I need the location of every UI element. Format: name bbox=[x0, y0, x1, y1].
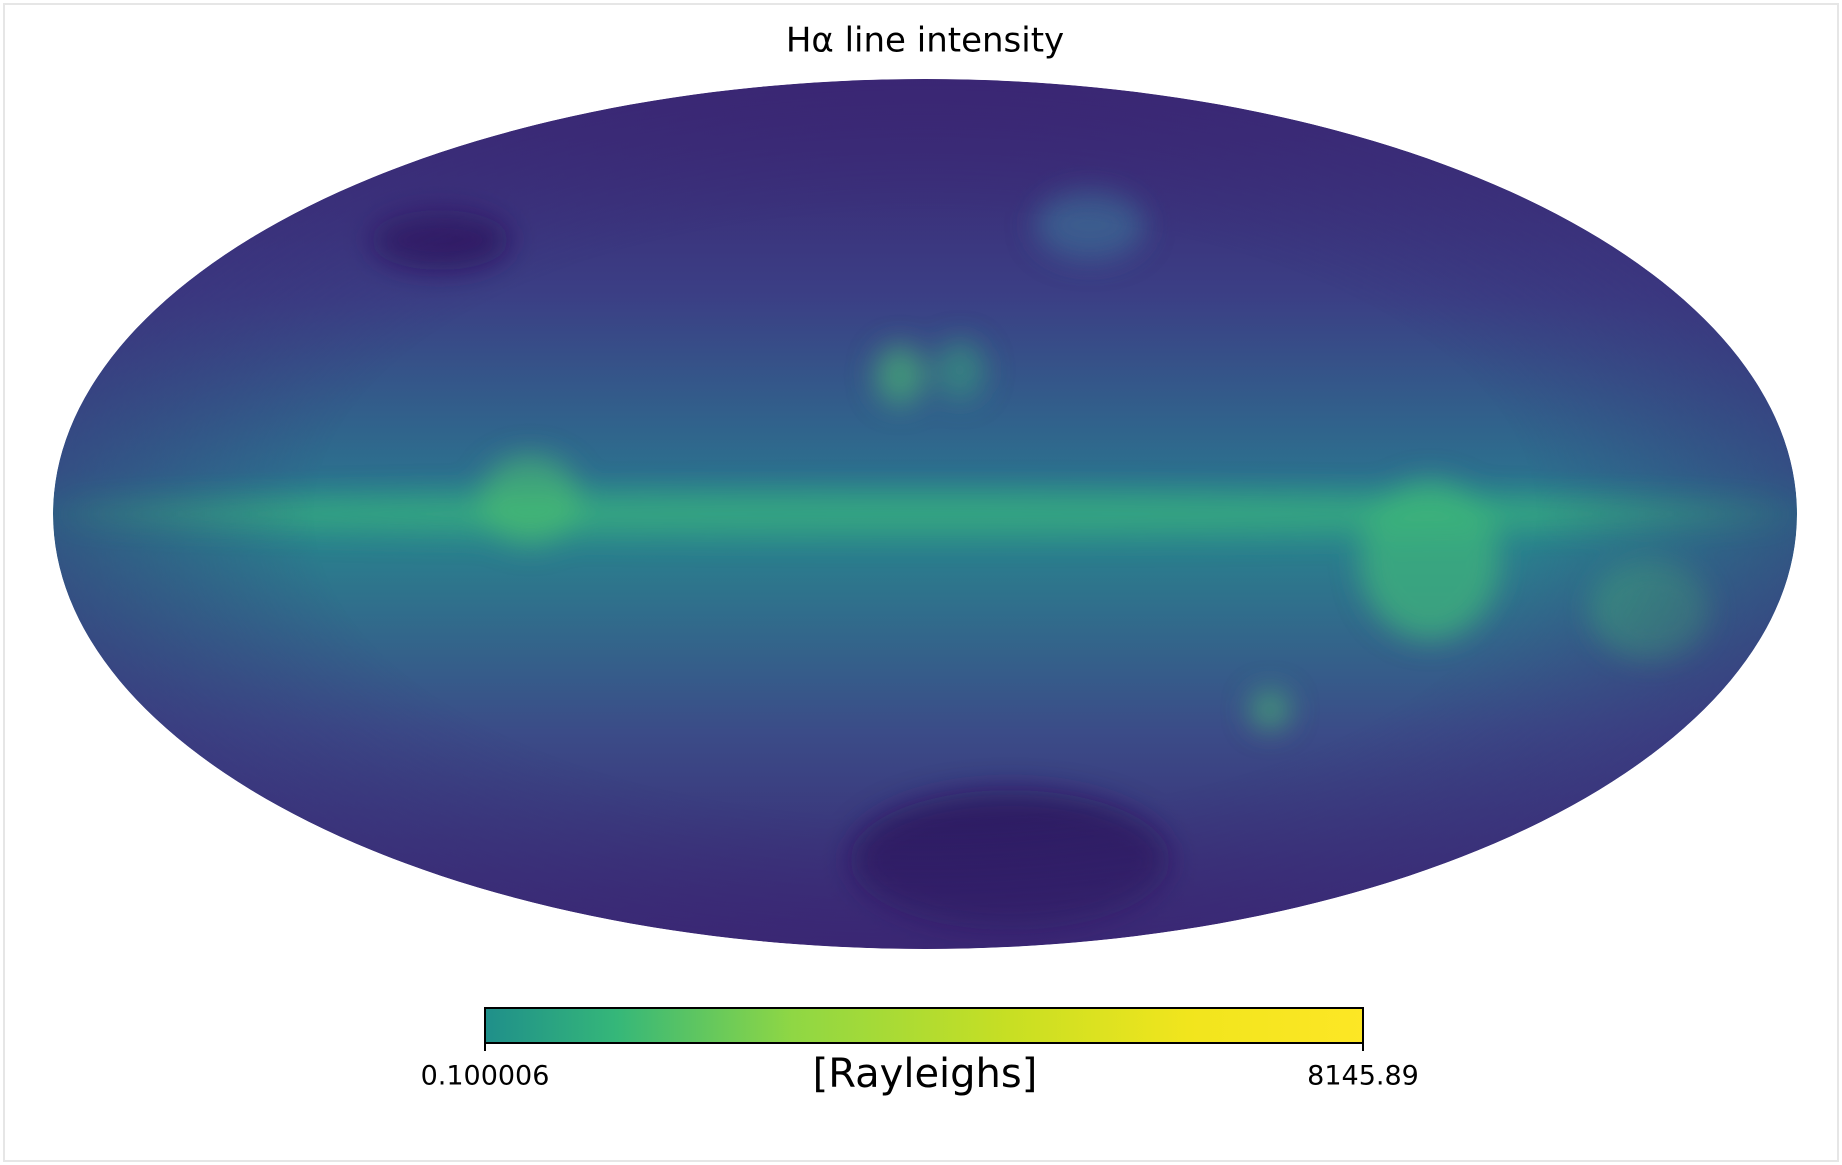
page: Hα line intensity 0.100006 8145.89 [Rayle… bbox=[0, 0, 1842, 1165]
figure: Hα line intensity 0.100006 8145.89 [Rayle… bbox=[0, 0, 1842, 1165]
sky-map bbox=[53, 79, 1797, 949]
colorbar-tick-label: 8145.89 bbox=[1307, 1061, 1419, 1092]
colorbar-label: [Rayleighs] bbox=[813, 1051, 1038, 1097]
map-edge-shade bbox=[53, 79, 1797, 949]
colorbar-tick-label: 0.100006 bbox=[421, 1061, 550, 1092]
chart-title: Hα line intensity bbox=[786, 21, 1064, 61]
colorbar bbox=[485, 1008, 1363, 1043]
